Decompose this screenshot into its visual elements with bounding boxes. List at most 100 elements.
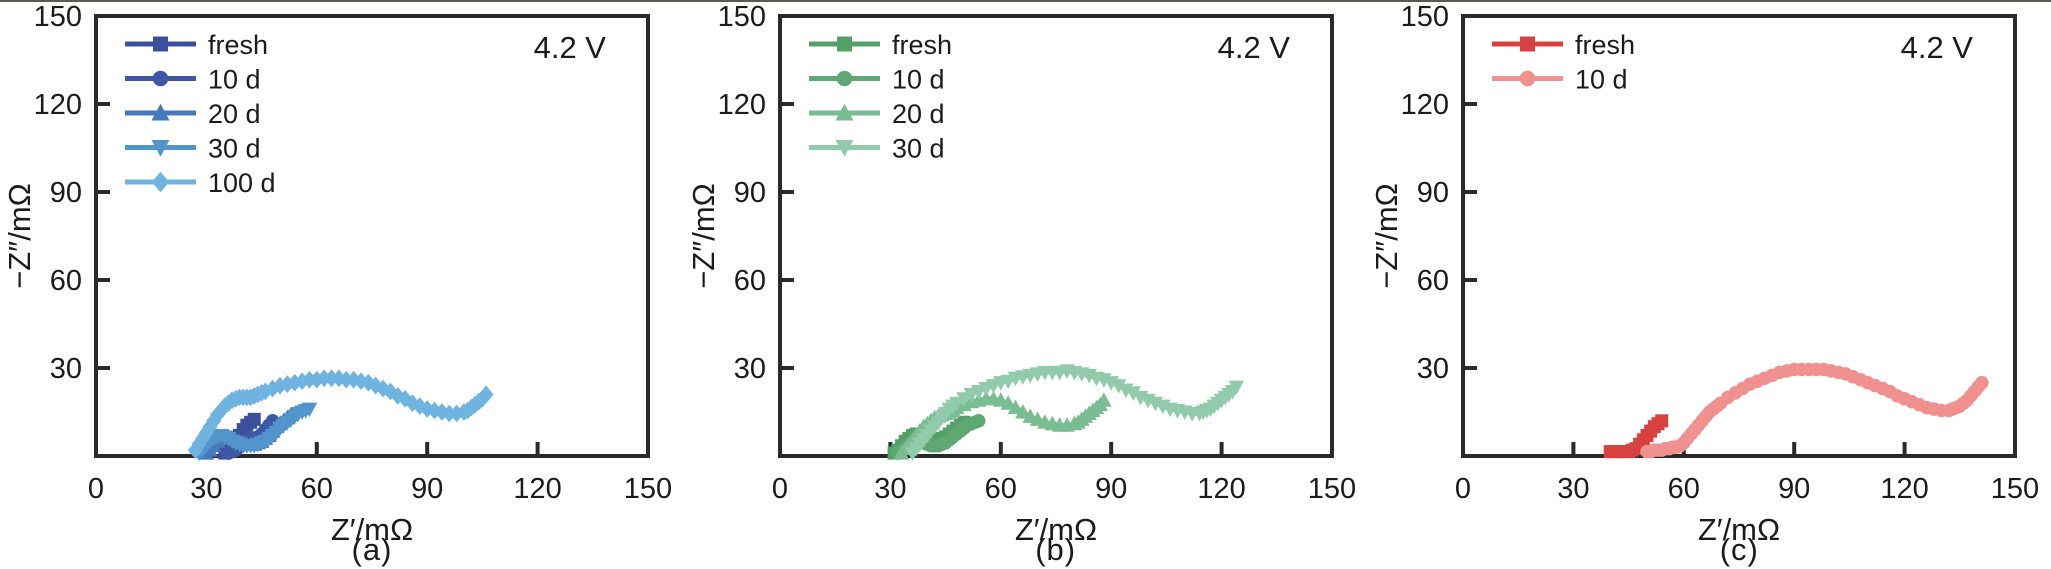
legend-label: 30 d bbox=[208, 134, 261, 164]
legend-label: 20 d bbox=[208, 99, 261, 129]
legend-label: 10 d bbox=[1575, 65, 1628, 95]
x-tick-label: 0 bbox=[88, 473, 104, 505]
panel-caption-c: (c) bbox=[1719, 532, 1759, 567]
x-tick-label: 60 bbox=[984, 473, 1016, 505]
plot-box bbox=[1461, 14, 2018, 458]
data-marker-diamond-icon bbox=[360, 373, 376, 392]
x-tick-label: 0 bbox=[1455, 473, 1471, 505]
data-marker-diamond-icon bbox=[294, 372, 310, 391]
y-tick-label: 30 bbox=[733, 353, 765, 385]
x-tick-label: 90 bbox=[411, 473, 443, 505]
legend-label: 10 d bbox=[892, 65, 945, 95]
y-tick-label: 150 bbox=[1401, 1, 1449, 33]
series-30-d bbox=[191, 402, 318, 462]
y-tick-label: 150 bbox=[717, 1, 765, 33]
x-tick-label: 150 bbox=[624, 473, 672, 505]
x-tick-label: 90 bbox=[1095, 473, 1127, 505]
legend-item-10-d: 10 d bbox=[808, 65, 945, 95]
y-axis-label: −Z″/mΩ bbox=[686, 183, 721, 289]
data-marker-diamond-icon bbox=[390, 387, 406, 405]
figure-top-border bbox=[0, 0, 2051, 2]
x-axis-label: Z′/mΩ bbox=[331, 512, 413, 547]
legend-marker-square-icon bbox=[152, 36, 168, 52]
legend-label: fresh bbox=[892, 30, 952, 60]
y-axis-label: −Z″/mΩ bbox=[1369, 183, 1404, 289]
y-tick-label: 150 bbox=[34, 1, 82, 33]
y-tick-label: 60 bbox=[733, 265, 765, 297]
nyquist-panel-a: 0 30 60 90 120 150 30 60 90 120 150 Z′/mΩ −Z″/mΩ 4.2 … bbox=[0, 0, 684, 569]
data-marker-diamond-icon bbox=[375, 379, 391, 398]
data-marker-diamond-icon bbox=[412, 397, 428, 415]
plot-a: 0 30 60 90 120 150 30 60 90 120 150 Z′/mΩ −Z″/mΩ 4.2 … bbox=[2, 1, 672, 547]
legend-item-20-d: 20 d bbox=[124, 99, 261, 129]
legend-item-fresh: fresh bbox=[808, 30, 952, 60]
data-marker-circle-icon bbox=[1975, 375, 1989, 390]
legend-marker-triangle-down-icon bbox=[151, 140, 170, 157]
x-tick-label: 30 bbox=[874, 473, 906, 505]
y-tick-label: 120 bbox=[717, 89, 765, 121]
legend-marker-circle-icon bbox=[152, 70, 169, 87]
y-tick-label: 120 bbox=[34, 89, 82, 121]
y-tick-label: 30 bbox=[1417, 353, 1449, 385]
x-tick-label: 150 bbox=[1991, 473, 2039, 505]
legend-label: 30 d bbox=[892, 134, 945, 164]
data-marker-diamond-icon bbox=[198, 423, 214, 442]
legend-item-100-d: 100 d bbox=[124, 168, 276, 198]
data-marker-square-icon bbox=[247, 412, 261, 426]
panel-caption-b: (b) bbox=[1035, 532, 1077, 567]
data-marker-square-icon bbox=[1655, 414, 1669, 428]
nyquist-panel-c: 0 30 60 90 120 150 30 60 90 120 150 Z′/mΩ −Z″/mΩ 4.2 … bbox=[1367, 0, 2051, 569]
data-marker-diamond-icon bbox=[206, 411, 222, 430]
legend: fresh 10 d 20 d 30 d 100 d bbox=[124, 30, 276, 198]
x-tick-label: 150 bbox=[1307, 473, 1355, 505]
voltage-annotation: 4.2 V bbox=[534, 30, 607, 65]
legend-marker-triangle-up-icon bbox=[151, 103, 170, 121]
x-tick-label: 60 bbox=[1668, 473, 1700, 505]
series-fresh bbox=[1604, 414, 1669, 459]
y-tick-label: 30 bbox=[50, 353, 82, 385]
data-marker-diamond-icon bbox=[368, 376, 384, 395]
legend-label: fresh bbox=[1575, 30, 1635, 60]
voltage-annotation: 4.2 V bbox=[1217, 30, 1290, 65]
data-marker-diamond-icon bbox=[478, 385, 494, 404]
x-tick-label: 120 bbox=[1197, 473, 1245, 505]
legend-marker-circle-icon bbox=[1520, 70, 1536, 87]
legend: fresh 10 d bbox=[1492, 30, 1635, 95]
legend-label: 100 d bbox=[208, 168, 276, 198]
data-marker-triangle-down-icon bbox=[1228, 380, 1244, 396]
legend-item-10-d: 10 d bbox=[1492, 65, 1628, 95]
y-tick-label: 120 bbox=[1401, 89, 1449, 121]
data-marker-circle-icon bbox=[971, 414, 986, 428]
legend-marker-triangle-up-icon bbox=[835, 103, 854, 121]
y-tick-label: 60 bbox=[1417, 265, 1449, 297]
legend-marker-square-icon bbox=[1520, 36, 1536, 52]
data-marker-diamond-icon bbox=[331, 369, 347, 388]
legend-marker-circle-icon bbox=[836, 70, 852, 87]
data-marker-diamond-icon bbox=[309, 370, 325, 389]
legend-item-30-d: 30 d bbox=[124, 134, 261, 164]
x-tick-label: 120 bbox=[513, 473, 561, 505]
plot-b: 0 30 60 90 120 150 30 60 90 120 150 Z′/mΩ −Z″/mΩ 4.2 … bbox=[686, 1, 1356, 547]
data-marker-triangle-down-icon bbox=[1125, 386, 1141, 401]
legend-marker-square-icon bbox=[836, 36, 852, 52]
y-tick-label: 90 bbox=[733, 177, 765, 209]
legend-label: 10 d bbox=[208, 65, 261, 95]
data-marker-diamond-icon bbox=[279, 375, 295, 393]
plot-box bbox=[777, 14, 1334, 458]
series-30-d bbox=[904, 364, 1244, 462]
x-tick-label: 30 bbox=[190, 473, 222, 505]
voltage-annotation: 4.2 V bbox=[1901, 30, 1974, 65]
plot-c: 0 30 60 90 120 150 30 60 90 120 150 Z′/mΩ −Z″/mΩ 4.2 … bbox=[1369, 1, 2039, 547]
data-marker-diamond-icon bbox=[272, 376, 288, 395]
data-marker-diamond-icon bbox=[427, 401, 443, 420]
legend-item-fresh: fresh bbox=[1492, 30, 1635, 60]
legend-marker-diamond-icon bbox=[151, 171, 170, 193]
legend-item-10-d: 10 d bbox=[124, 65, 261, 95]
panel-caption-a: (a) bbox=[351, 532, 393, 567]
nyquist-panel-b: 0 30 60 90 120 150 30 60 90 120 150 Z′/mΩ −Z″/mΩ 4.2 … bbox=[684, 0, 1368, 569]
legend-item-fresh: fresh bbox=[124, 30, 268, 60]
legend-label: 20 d bbox=[892, 99, 945, 129]
data-marker-triangle-up-icon bbox=[1095, 392, 1112, 407]
y-tick-label: 90 bbox=[50, 177, 82, 209]
data-marker-triangle-down-icon bbox=[1110, 379, 1127, 394]
